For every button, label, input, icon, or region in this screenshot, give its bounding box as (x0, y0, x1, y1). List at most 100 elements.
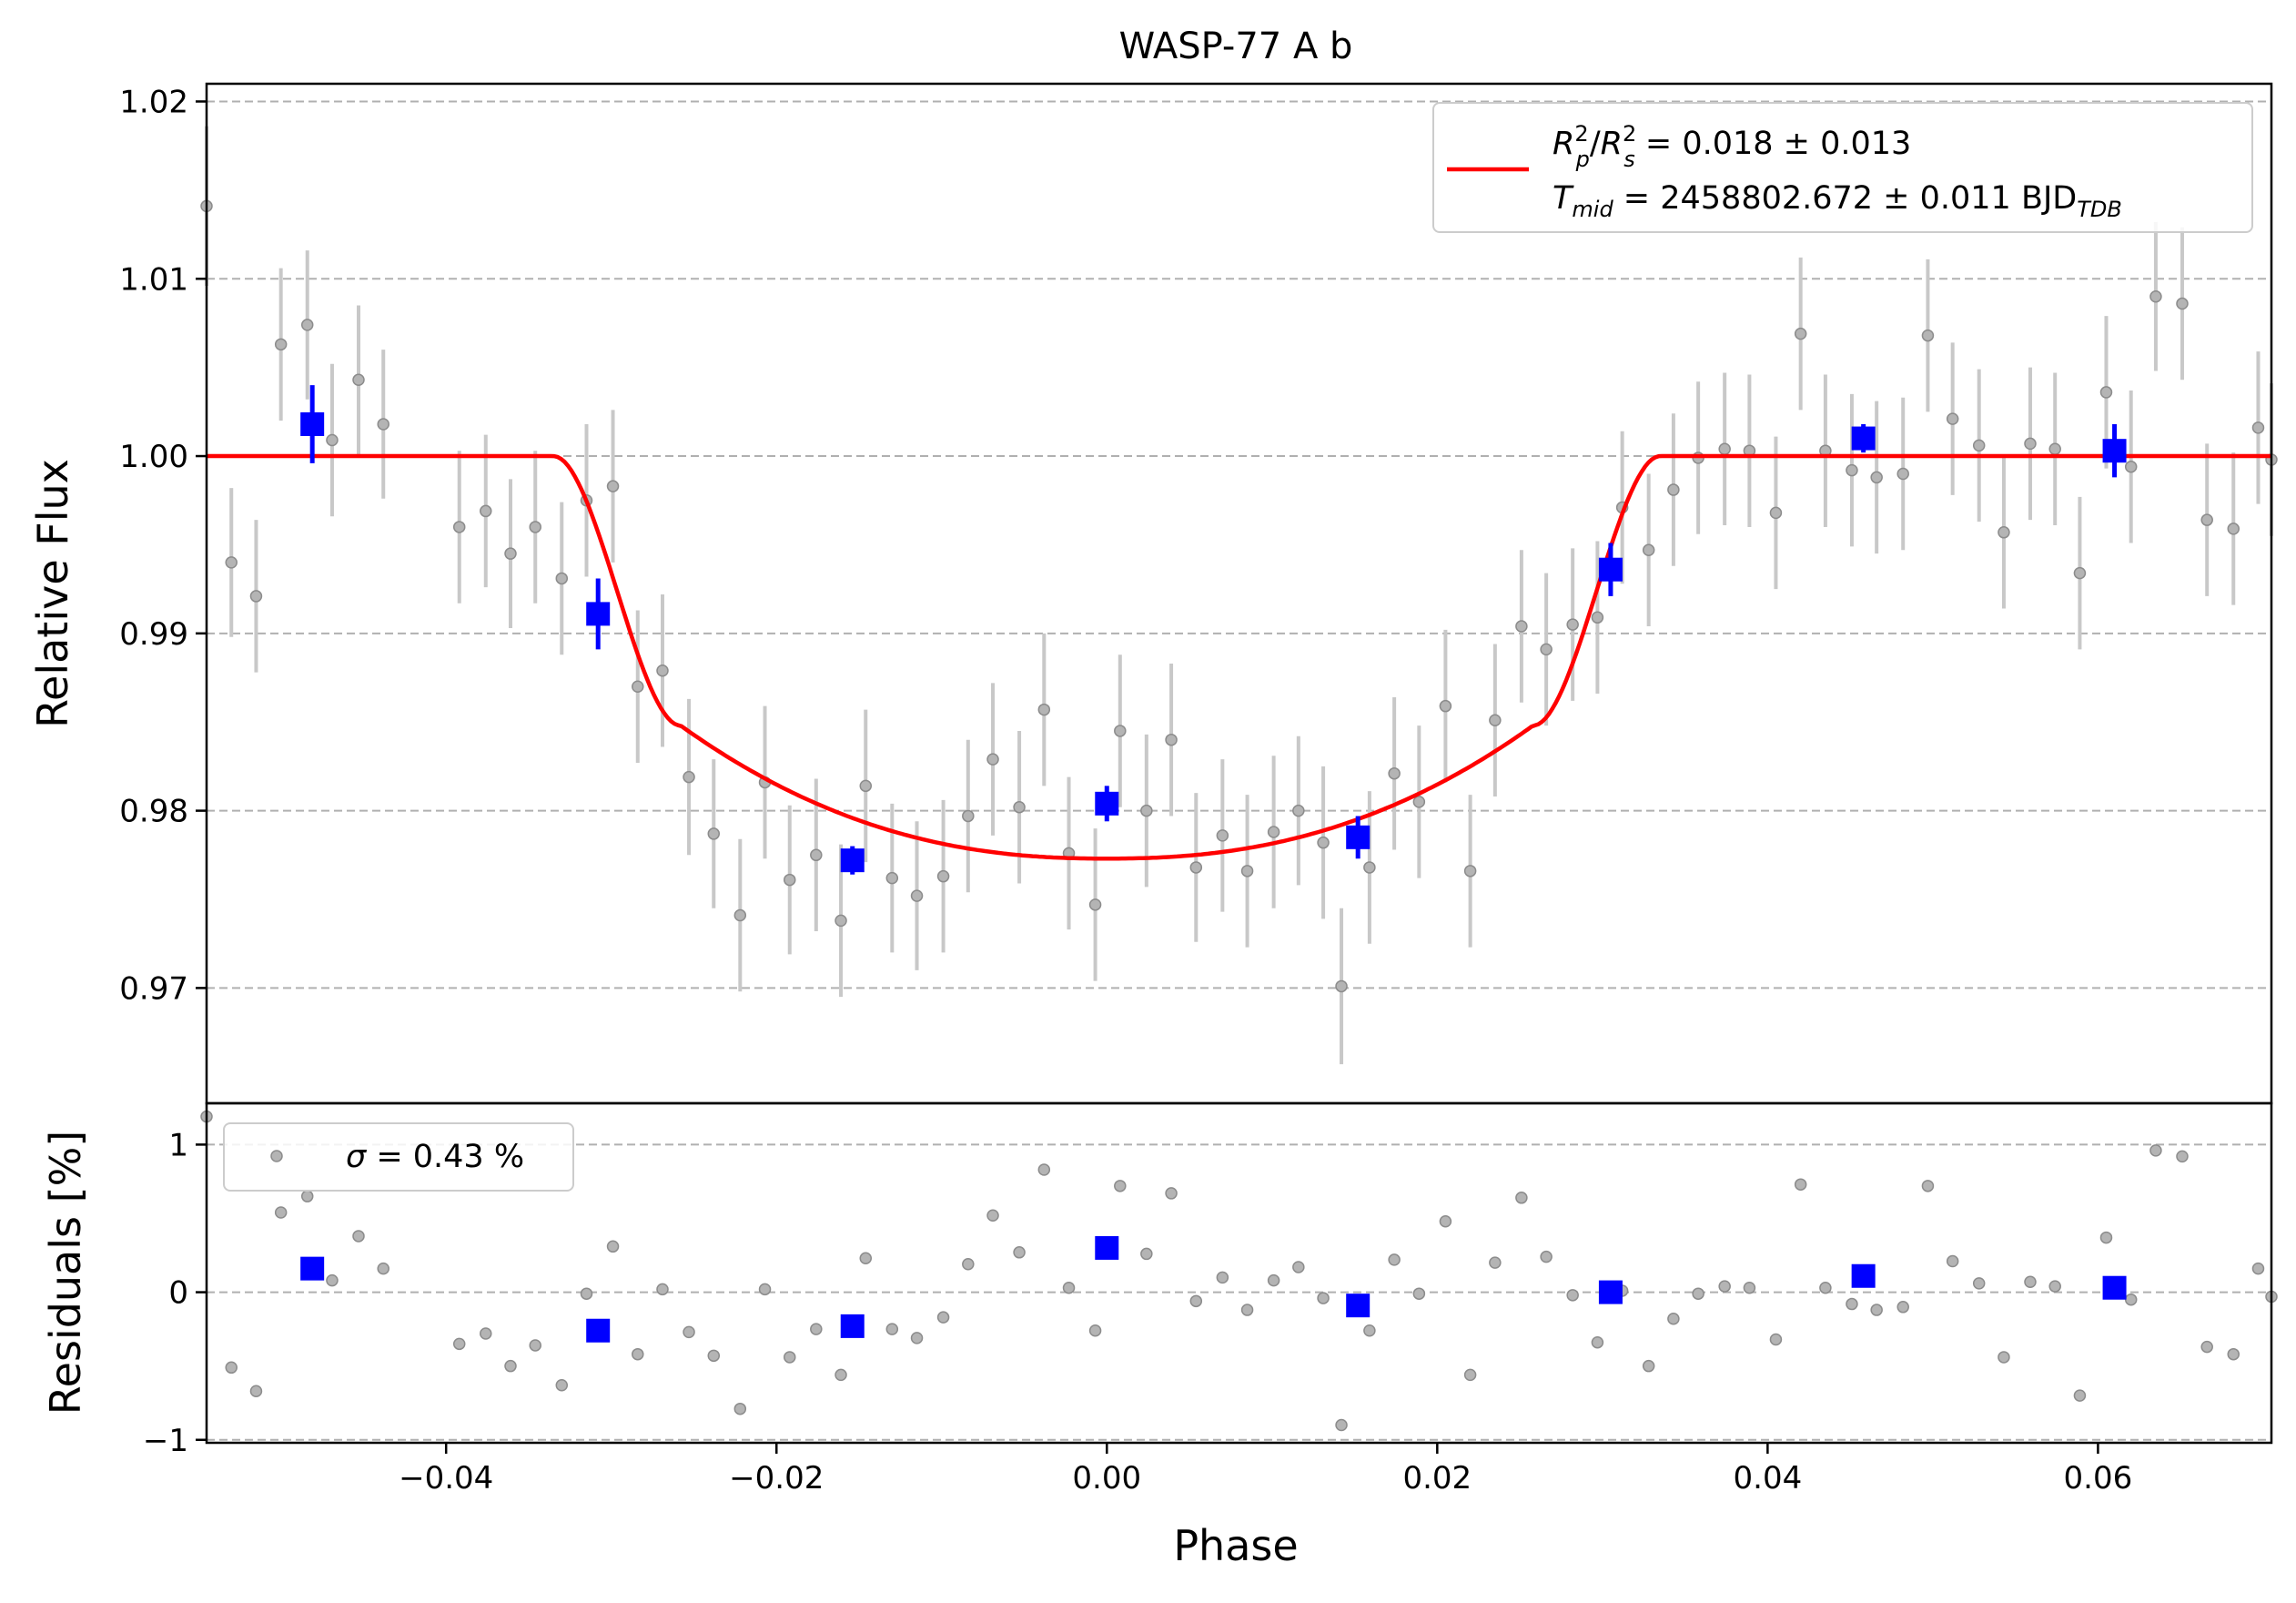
residual-raw-point (2124, 1293, 2138, 1306)
residual-raw-point (1062, 1281, 1076, 1294)
raw-point (1114, 725, 1127, 737)
raw-point (1267, 826, 1280, 838)
raw-point (1566, 618, 1579, 631)
raw-point (606, 480, 620, 492)
raw-point (1088, 898, 1102, 911)
residual-raw-point (1335, 1418, 1348, 1432)
binned-point (1346, 825, 1371, 849)
raw-point (1946, 412, 1959, 425)
raw-point (1463, 865, 1477, 878)
x-tick-label: 0.04 (1734, 1460, 1803, 1496)
binned-point (1095, 791, 1119, 816)
residual-raw-point (2048, 1280, 2061, 1293)
residual-raw-point (1463, 1368, 1477, 1382)
raw-point (2176, 297, 2189, 310)
raw-point (377, 418, 389, 431)
raw-point (1317, 836, 1330, 849)
x-ticks: −0.04 −0.02 0.00 0.02 0.04 0.06 (399, 1443, 2132, 1496)
residual-raw-point (1240, 1304, 1254, 1316)
residual-raw-point (1140, 1247, 1153, 1261)
residual-raw-point (1566, 1289, 1579, 1302)
residual-raw-point (1718, 1280, 1731, 1293)
residual-raw-point (300, 1190, 314, 1202)
residual-binned-point (586, 1318, 611, 1343)
raw-point (1846, 463, 1858, 477)
residual-raw-point (1921, 1180, 1935, 1192)
x-tick-label: 0.02 (1402, 1460, 1472, 1496)
y-tick-label: 1.02 (119, 84, 188, 120)
raw-point (274, 338, 288, 351)
raw-point (1769, 506, 1783, 520)
raw-point (1037, 703, 1051, 716)
y-tick-label: 0.99 (119, 616, 188, 653)
raw-point (529, 521, 541, 533)
residual-raw-point (784, 1351, 796, 1364)
residual-raw-point (1412, 1287, 1426, 1300)
raw-point (784, 873, 796, 887)
residual-raw-point (1591, 1335, 1604, 1349)
raw-point (2124, 460, 2138, 473)
raw-point (1591, 611, 1604, 624)
binned-point (2102, 439, 2127, 463)
residual-raw-point (452, 1337, 466, 1351)
x-tick-label: −0.04 (399, 1460, 493, 1496)
raw-point (225, 556, 238, 569)
residual-y-ticks: −1 0 1 (143, 1127, 207, 1459)
raw-point (1515, 620, 1528, 633)
residual-raw-point (1489, 1256, 1502, 1269)
raw-point (656, 664, 669, 677)
raw-point (2048, 442, 2061, 456)
residual-binned-point (1598, 1280, 1623, 1304)
residual-raw-point (1388, 1253, 1401, 1266)
raw-point (326, 433, 339, 447)
residual-raw-point (2073, 1389, 2087, 1402)
raw-point (986, 753, 999, 766)
raw-point (1718, 442, 1731, 456)
raw-point (2024, 437, 2037, 451)
residual-raw-point (1165, 1187, 1178, 1200)
residual-raw-point (377, 1262, 389, 1275)
binned-point (300, 411, 325, 436)
raw-point (1667, 483, 1680, 496)
residual-raw-point (859, 1252, 873, 1265)
residual-raw-point (1088, 1324, 1102, 1337)
residual-raw-point (1667, 1313, 1680, 1325)
residual-raw-point (1870, 1304, 1883, 1316)
residual-raw-point (632, 1347, 644, 1361)
raw-point (1870, 471, 1883, 484)
residual-raw-point (1769, 1333, 1783, 1346)
transit-model-curve (207, 453, 2271, 861)
residual-raw-point (2024, 1275, 2037, 1288)
residual-raw-point (326, 1273, 339, 1287)
residual-raw-point (1998, 1351, 2010, 1364)
residual-raw-point (1692, 1287, 1704, 1300)
light-curve-panel: 0.97 0.98 0.99 1.00 1.01 1.02 Relative Flux R… (28, 82, 2278, 1105)
residual-binned-point (1851, 1263, 1876, 1288)
binned-point (586, 602, 611, 626)
raw-point (1335, 979, 1348, 993)
y-axis-label-residuals: Residuals [%] (41, 1131, 90, 1415)
residual-raw-point (2099, 1231, 2113, 1244)
raw-point (1794, 327, 1807, 340)
raw-point (249, 590, 263, 603)
raw-point (632, 680, 644, 694)
residual-raw-point (810, 1323, 823, 1335)
residual-raw-point (2149, 1144, 2162, 1157)
residual-raw-point (1292, 1261, 1305, 1273)
residual-raw-point (529, 1339, 541, 1352)
residual-raw-point (910, 1332, 924, 1344)
residual-raw-point (580, 1287, 593, 1300)
residual-raw-point (2200, 1340, 2213, 1354)
y-tick-label: 0 (168, 1275, 188, 1312)
residuals-panel: −1 0 1 −0.04 −0.02 0.00 0.02 0.04 0.06 Residual… (41, 1101, 2278, 1570)
raw-point (859, 779, 873, 793)
legend-sigma-text: σ = 0.43 % (346, 1139, 524, 1175)
residual-raw-point (1216, 1271, 1229, 1284)
residual-raw-point (352, 1230, 365, 1243)
raw-point (733, 908, 747, 922)
raw-point (2149, 289, 2162, 303)
residual-raw-point (1946, 1254, 1959, 1268)
y-tick-label: 0.98 (119, 794, 188, 830)
residual-raw-point (1972, 1277, 1986, 1290)
